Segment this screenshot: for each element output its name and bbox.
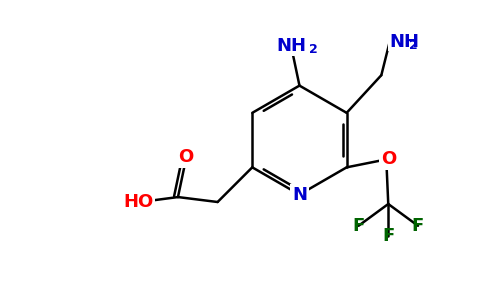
Text: O: O: [380, 150, 396, 168]
Text: 2: 2: [309, 44, 318, 56]
Text: HO: HO: [123, 193, 153, 211]
Text: F: F: [382, 227, 394, 245]
Text: NH: NH: [389, 32, 419, 50]
Text: NH: NH: [276, 37, 306, 55]
Text: N: N: [292, 186, 307, 204]
Text: F: F: [412, 217, 424, 235]
Text: 2: 2: [408, 39, 417, 52]
Text: O: O: [178, 148, 194, 166]
Text: F: F: [352, 217, 364, 235]
